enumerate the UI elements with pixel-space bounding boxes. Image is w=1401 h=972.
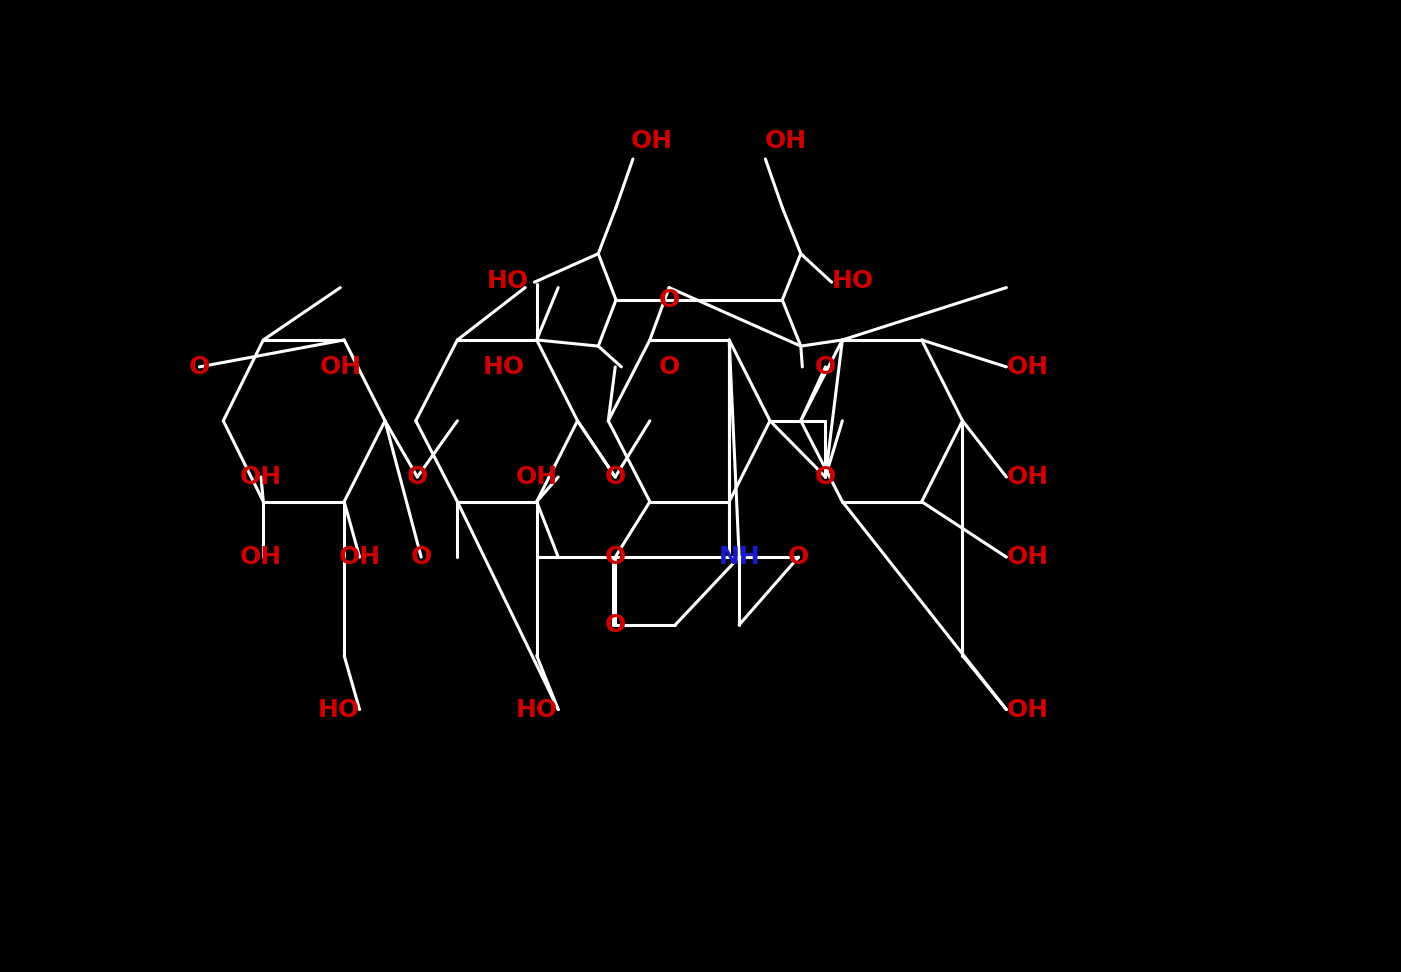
Text: OH: OH: [630, 129, 674, 154]
Text: O: O: [605, 612, 626, 637]
Text: O: O: [658, 355, 679, 379]
Text: NH: NH: [719, 545, 761, 569]
Text: O: O: [815, 355, 836, 379]
Text: OH: OH: [1006, 698, 1048, 721]
Text: OH: OH: [516, 465, 558, 489]
Text: OH: OH: [1006, 355, 1048, 379]
Text: O: O: [410, 545, 432, 569]
Text: O: O: [189, 355, 210, 379]
Text: O: O: [815, 465, 836, 489]
Text: O: O: [605, 545, 626, 569]
Text: O: O: [406, 465, 427, 489]
Text: HO: HO: [318, 698, 360, 721]
Text: OH: OH: [1006, 545, 1048, 569]
Text: OH: OH: [1006, 465, 1048, 489]
Text: HO: HO: [516, 698, 558, 721]
Text: OH: OH: [339, 545, 381, 569]
Text: HO: HO: [488, 268, 530, 293]
Text: OH: OH: [765, 129, 807, 154]
Text: O: O: [658, 288, 679, 312]
Text: OH: OH: [240, 465, 282, 489]
Text: O: O: [787, 545, 810, 569]
Text: O: O: [605, 465, 626, 489]
Text: OH: OH: [319, 355, 361, 379]
Text: HO: HO: [832, 268, 874, 293]
Text: HO: HO: [483, 355, 525, 379]
Text: OH: OH: [240, 545, 282, 569]
